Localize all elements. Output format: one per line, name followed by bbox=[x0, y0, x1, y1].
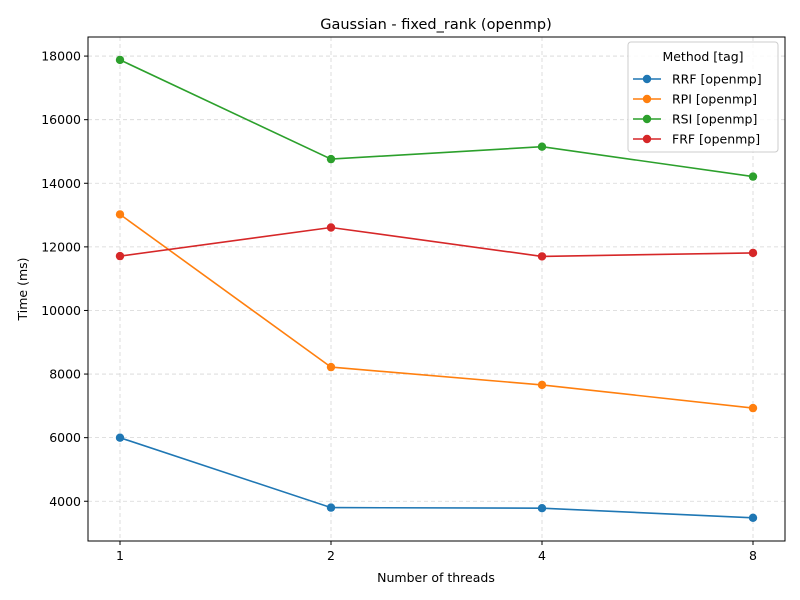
legend-item-frf: FRF [openmp] bbox=[633, 132, 760, 147]
x-tick-label: 2 bbox=[327, 548, 335, 563]
y-tick-label: 16000 bbox=[41, 112, 81, 127]
data-point-rsi bbox=[748, 172, 758, 181]
y-tick-label: 12000 bbox=[41, 239, 81, 254]
legend-title: Method [tag] bbox=[662, 49, 743, 64]
legend-box bbox=[627, 41, 779, 153]
y-tick-label: 8000 bbox=[49, 367, 81, 382]
series-rsi bbox=[115, 55, 758, 181]
legend: Method [tag] RRF [openmp] RPI [openmp] RSI… bbox=[627, 41, 779, 153]
data-point-rsi bbox=[115, 55, 125, 65]
legend-swatch-marker bbox=[642, 74, 652, 84]
legend-label: RRF [openmp] bbox=[672, 72, 762, 87]
series-group bbox=[115, 55, 758, 522]
x-axis: 1 2 4 8 bbox=[116, 541, 757, 563]
data-point-rrf bbox=[326, 503, 336, 512]
y-axis-label: Time (ms) bbox=[15, 257, 30, 321]
x-tick-label: 4 bbox=[538, 548, 546, 563]
x-tick-label: 1 bbox=[116, 548, 124, 563]
data-point-rpi bbox=[537, 380, 547, 390]
plot-frame bbox=[87, 36, 786, 542]
series-rpi bbox=[115, 210, 758, 413]
chart-title: Gaussian - fixed_rank (openmp) bbox=[320, 17, 552, 33]
series-line-rpi bbox=[119, 213, 754, 409]
data-point-frf bbox=[326, 223, 336, 232]
y-tick-label: 4000 bbox=[49, 494, 81, 509]
data-point-rsi bbox=[326, 154, 336, 164]
series-frf bbox=[115, 223, 758, 261]
legend-swatch-marker bbox=[642, 114, 652, 124]
data-point-rsi bbox=[537, 142, 547, 151]
legend-swatch-marker bbox=[642, 94, 652, 104]
y-tick-label: 14000 bbox=[41, 176, 81, 191]
x-axis-label: Number of threads bbox=[377, 570, 495, 585]
data-point-frf bbox=[537, 252, 547, 261]
data-point-frf bbox=[115, 251, 125, 261]
legend-item-rpi: RPI [openmp] bbox=[633, 92, 757, 107]
legend-label: RPI [openmp] bbox=[672, 92, 757, 107]
series-line-rrf bbox=[119, 436, 754, 519]
y-tick-label: 6000 bbox=[49, 430, 81, 445]
data-point-rpi bbox=[748, 403, 758, 413]
series-line-rsi bbox=[119, 59, 754, 178]
legend-swatch-marker bbox=[642, 134, 652, 144]
series-rrf bbox=[115, 433, 758, 522]
data-point-rrf bbox=[748, 513, 758, 522]
legend-item-rrf: RRF [openmp] bbox=[633, 72, 762, 87]
data-point-frf bbox=[748, 248, 758, 258]
legend-items: RRF [openmp] RPI [openmp] RSI [openmp] FRF … bbox=[633, 72, 762, 147]
y-tick-label: 10000 bbox=[41, 303, 81, 318]
series-line-frf bbox=[119, 226, 754, 258]
y-axis: 4000 6000 8000 10000 12000 14000 16000 18000 bbox=[41, 49, 88, 509]
y-tick-label: 18000 bbox=[41, 49, 81, 64]
legend-label: FRF [openmp] bbox=[672, 132, 760, 147]
legend-item-rsi: RSI [openmp] bbox=[633, 112, 757, 127]
data-point-rrf bbox=[115, 433, 125, 442]
data-point-rpi bbox=[115, 210, 125, 219]
data-point-rrf bbox=[537, 504, 547, 513]
x-tick-label: 8 bbox=[749, 548, 757, 563]
legend-label: RSI [openmp] bbox=[672, 112, 757, 127]
data-point-rpi bbox=[326, 362, 336, 372]
